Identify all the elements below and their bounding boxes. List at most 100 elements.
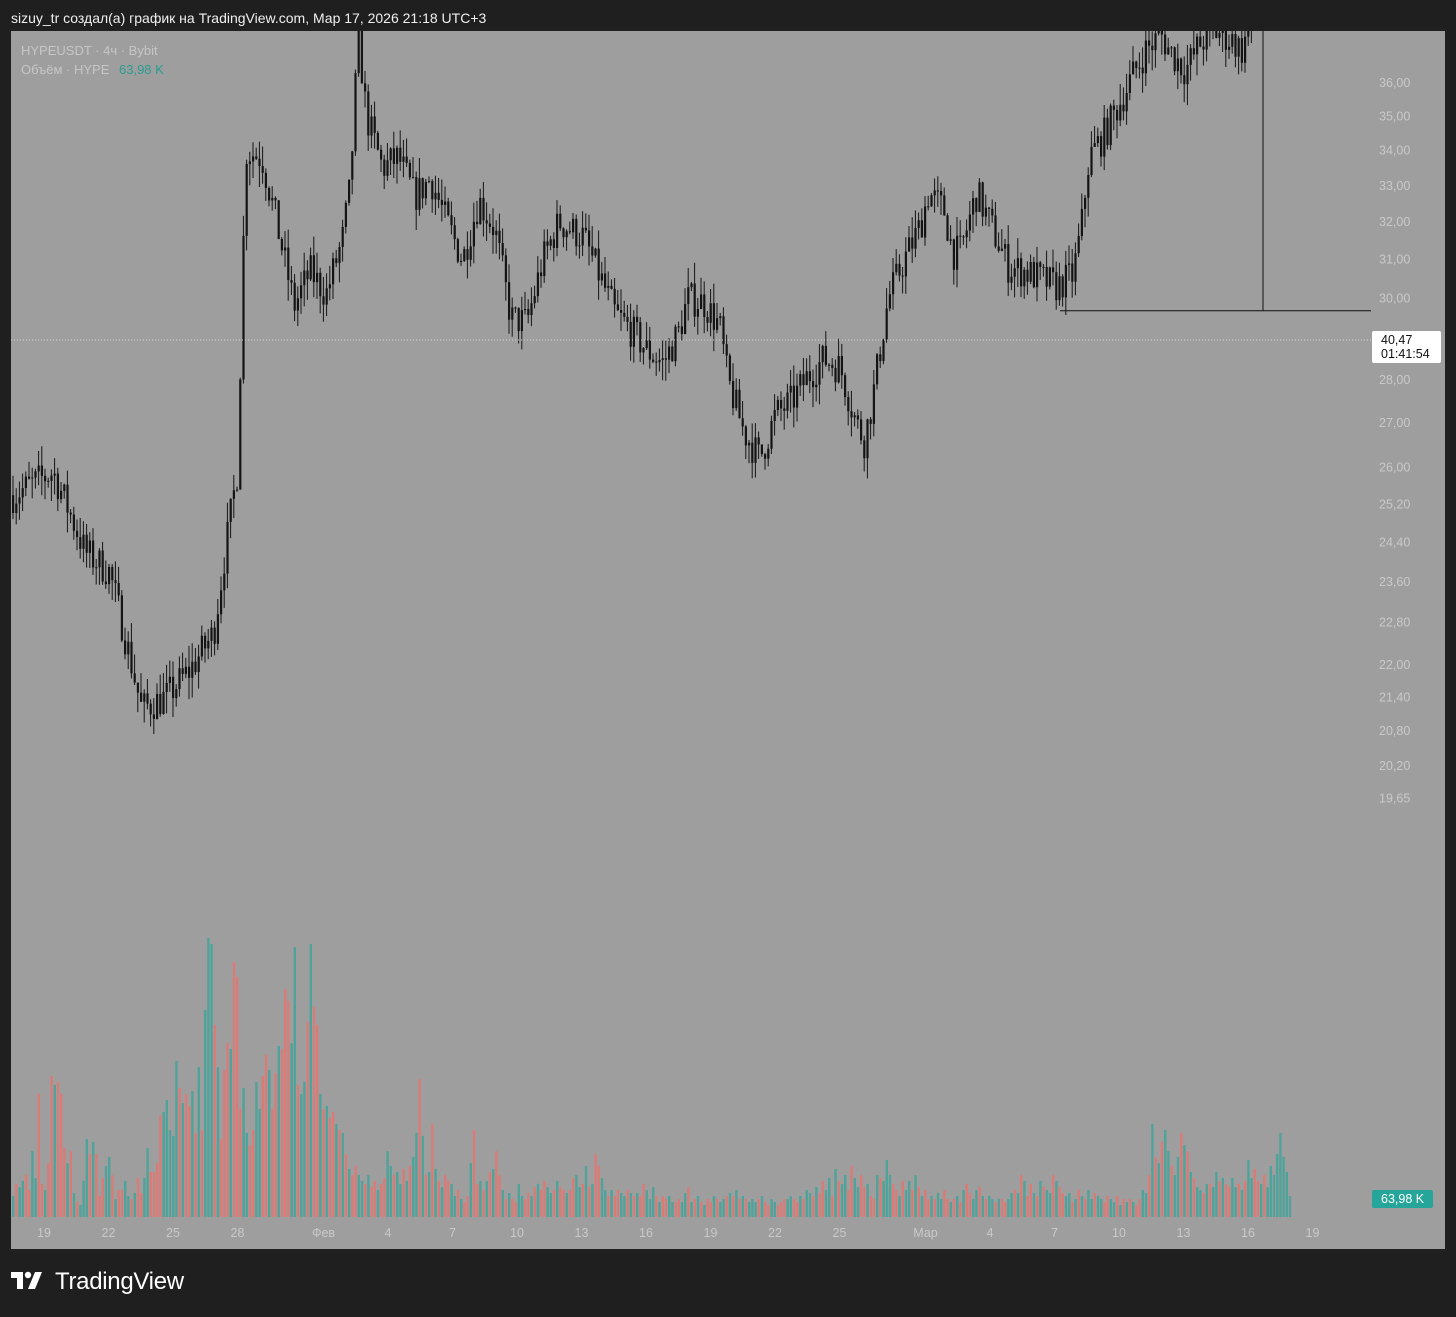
candle-body (530, 303, 533, 316)
candle-body (591, 246, 594, 256)
candle-body (82, 534, 85, 549)
chart-panel[interactable]: 12,13 (40,86%) 1 213 52,0050,0048,0046,0… (11, 31, 1445, 1249)
candle-body (975, 198, 978, 212)
volume-bar (770, 1199, 773, 1217)
candle-body (524, 308, 527, 311)
volume-bar (1148, 1175, 1151, 1217)
time-axis[interactable]: 19 22 25 28 Фев 4 7 10 13 16 19 22 25 Мар 4 7 10 13 16 19 (37, 1226, 1319, 1240)
candle-body (1173, 47, 1176, 72)
volume-bar (1138, 1199, 1141, 1217)
volume-legend[interactable]: Объём · HYPE 63,98 K (21, 60, 164, 79)
volume-bar (1106, 1196, 1109, 1217)
candle-body (488, 223, 491, 227)
volume-bar (88, 1154, 92, 1217)
volume-bar (239, 1109, 242, 1217)
candle-body (959, 235, 962, 237)
volume-bar (744, 1199, 748, 1217)
volume-bar (860, 1175, 863, 1217)
candle-body (1144, 40, 1147, 74)
candle-body (101, 550, 104, 582)
candle-body (1045, 266, 1048, 287)
volume-bar (572, 1178, 575, 1217)
volume-bar (181, 1103, 184, 1217)
volume-bar (892, 1184, 895, 1217)
volume-bar (511, 1199, 514, 1217)
volume-bar (322, 1109, 325, 1217)
volume-bar (578, 1187, 581, 1217)
volume-bar (1160, 1142, 1164, 1217)
candle-body (863, 440, 866, 459)
volume-bar (341, 1133, 344, 1217)
volume-bar (303, 1082, 306, 1217)
candle-body (712, 303, 715, 330)
candle-body (1167, 47, 1170, 55)
candle-body (162, 691, 165, 714)
volume-bar (1192, 1178, 1196, 1217)
candle-body (1128, 74, 1131, 93)
volume-bar (1039, 1181, 1042, 1217)
volume-bar (1224, 1184, 1228, 1217)
volume-bar (165, 1100, 168, 1217)
volume-bar (306, 1022, 309, 1217)
candle-body (1055, 272, 1058, 301)
candle-body (172, 676, 175, 699)
candle-body (287, 247, 290, 281)
candle-body (376, 132, 379, 150)
volume-bar (882, 1181, 885, 1217)
price-tick-label: 20,80 (1379, 724, 1410, 738)
price-tick-label: 25,20 (1379, 497, 1410, 511)
candle-body (575, 218, 578, 247)
candle-body (1231, 34, 1234, 47)
symbol-line[interactable]: HYPEUSDT · 4ч · Bybit (21, 43, 158, 58)
candle-body (1135, 61, 1138, 69)
candle-body (194, 661, 197, 673)
volume-bar (56, 1082, 60, 1217)
volume-bar (124, 1181, 127, 1217)
price-tick-label: 30,00 (1379, 291, 1410, 305)
volume-bar (284, 989, 287, 1217)
candle-body (88, 540, 91, 553)
candle-body (1122, 104, 1125, 112)
volume-bar (1055, 1181, 1058, 1217)
volume-bar (498, 1175, 501, 1217)
candle-body (1007, 244, 1010, 283)
candle-body (1215, 31, 1218, 38)
volume-bar (824, 1190, 828, 1217)
candle-body (501, 243, 504, 256)
chart-canvas[interactable]: 12,13 (40,86%) 1 213 52,0050,0048,0046,0… (11, 31, 1445, 1249)
volume-bar (591, 1184, 594, 1217)
volume-bar (236, 977, 239, 1217)
candle-body (424, 181, 427, 199)
candle-body (642, 348, 645, 353)
volume-bar (904, 1190, 908, 1217)
volume-bar (338, 1130, 341, 1217)
candle-body (396, 147, 399, 164)
volume-bar (1077, 1190, 1080, 1217)
volume-bar (767, 1205, 770, 1217)
volume-bar (28, 1190, 31, 1217)
volume-bar (837, 1181, 840, 1217)
candle-body (197, 656, 200, 673)
volume-bar (760, 1196, 764, 1217)
candle-body (936, 190, 939, 192)
candle-body (63, 484, 66, 491)
candle-body (1036, 262, 1039, 288)
price-axis[interactable]: 52,0050,0048,0046,0044,0042,0038,0036,00… (1379, 31, 1410, 805)
candle-body (997, 246, 1000, 251)
price-range-tool[interactable]: 12,13 (40,86%) 1 213 (1060, 31, 1371, 312)
volume-bar (79, 1205, 82, 1217)
candle-body (76, 530, 79, 538)
volume-bar (31, 1151, 34, 1217)
candle-body (629, 321, 632, 347)
volume-bar (696, 1196, 700, 1217)
volume-bar (108, 1157, 111, 1217)
chart-legend[interactable]: HYPEUSDT · 4ч · Bybit Объём · HYPE 63,98… (21, 41, 164, 79)
candle-body (597, 248, 600, 281)
candle-body (952, 239, 955, 270)
candle-body (620, 310, 623, 313)
volume-bar (520, 1196, 524, 1217)
volume-bar (869, 1196, 872, 1217)
candle-body (876, 354, 879, 385)
candle-body (767, 448, 770, 459)
candle-body (152, 714, 155, 719)
